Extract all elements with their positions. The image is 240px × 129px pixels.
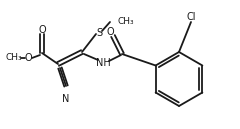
Text: CH₃: CH₃ <box>117 18 134 26</box>
Text: CH₃: CH₃ <box>6 54 22 62</box>
Text: O: O <box>24 53 32 63</box>
Text: NH: NH <box>96 58 110 68</box>
Text: O: O <box>38 25 46 35</box>
Text: O: O <box>106 27 114 37</box>
Text: S: S <box>96 28 102 38</box>
Text: N: N <box>62 94 70 104</box>
Text: Cl: Cl <box>186 12 196 22</box>
